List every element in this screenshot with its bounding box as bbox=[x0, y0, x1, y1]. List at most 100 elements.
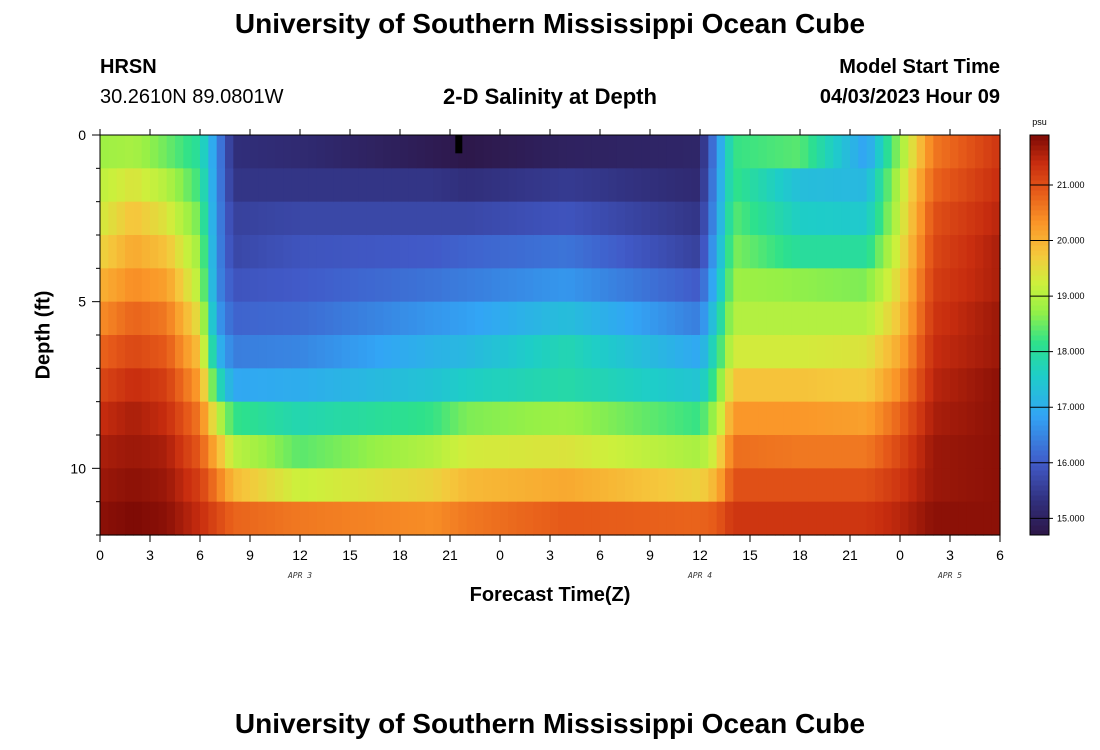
date-label: APR 3 bbox=[287, 571, 312, 580]
heat-cell bbox=[366, 268, 376, 303]
heat-cell bbox=[225, 235, 234, 269]
heat-cell bbox=[200, 401, 209, 436]
heat-cell bbox=[550, 501, 559, 536]
heat-cell bbox=[550, 168, 559, 203]
heat-cell bbox=[666, 501, 676, 536]
heat-cell bbox=[750, 268, 759, 303]
heat-cell bbox=[825, 135, 834, 169]
heat-cell bbox=[875, 301, 884, 336]
heat-cell bbox=[800, 501, 809, 536]
heat-cell bbox=[708, 435, 718, 469]
heat-cell bbox=[291, 468, 301, 503]
heat-cell bbox=[125, 501, 134, 536]
heat-cell bbox=[916, 401, 926, 436]
heat-cell bbox=[175, 401, 184, 436]
heat-cell bbox=[400, 368, 409, 403]
colorbar-segment bbox=[1030, 420, 1049, 426]
heat-cell bbox=[383, 235, 393, 269]
heat-cell bbox=[633, 135, 643, 169]
heat-cell bbox=[858, 435, 868, 469]
x-tick-label: 6 bbox=[996, 547, 1004, 563]
heat-cell bbox=[375, 235, 384, 269]
heat-cell bbox=[483, 401, 493, 436]
heat-cell bbox=[733, 435, 743, 469]
heat-cell bbox=[591, 435, 601, 469]
heat-cell bbox=[891, 368, 901, 403]
heat-cell bbox=[708, 201, 718, 236]
heat-cell bbox=[925, 235, 934, 269]
heat-cell bbox=[208, 401, 218, 436]
heat-cell bbox=[416, 435, 426, 469]
heat-cell bbox=[500, 335, 509, 369]
heat-cell bbox=[916, 201, 926, 236]
heat-cell bbox=[958, 435, 968, 469]
heat-cell bbox=[266, 501, 276, 536]
heat-cell bbox=[866, 235, 876, 269]
heat-cell bbox=[750, 168, 759, 203]
heat-cell bbox=[408, 201, 418, 236]
heat-cell bbox=[766, 301, 776, 336]
heat-cell bbox=[358, 168, 368, 203]
heat-cell bbox=[991, 335, 1001, 369]
heat-cell bbox=[908, 301, 918, 336]
heat-cell bbox=[416, 268, 426, 303]
heat-cell bbox=[808, 468, 818, 503]
heat-cell bbox=[583, 168, 593, 203]
colorbar-segment bbox=[1030, 515, 1049, 521]
heat-cell bbox=[833, 168, 843, 203]
heat-cell bbox=[233, 235, 243, 269]
heat-cell bbox=[166, 401, 176, 436]
heat-cell bbox=[950, 501, 959, 536]
heat-cell bbox=[600, 268, 609, 303]
heat-cell bbox=[850, 135, 859, 169]
heat-cell bbox=[941, 468, 951, 503]
heat-cell bbox=[475, 235, 484, 269]
heat-cell bbox=[958, 501, 968, 536]
heat-cell bbox=[300, 201, 309, 236]
heat-cell bbox=[258, 335, 268, 369]
heat-cell bbox=[350, 335, 359, 369]
heat-cell bbox=[316, 201, 326, 236]
heat-cell bbox=[183, 135, 193, 169]
heat-cell bbox=[908, 335, 918, 369]
heat-cell bbox=[283, 235, 293, 269]
heat-cell bbox=[541, 368, 551, 403]
date-label: APR 4 bbox=[687, 571, 712, 580]
heat-cell bbox=[341, 501, 351, 536]
heat-cell bbox=[475, 468, 484, 503]
heat-cell bbox=[700, 335, 709, 369]
heat-cell bbox=[633, 235, 643, 269]
heat-cell bbox=[108, 501, 118, 536]
heat-cell bbox=[333, 368, 343, 403]
heat-cell bbox=[766, 368, 776, 403]
heat-cell bbox=[975, 368, 984, 403]
heat-cell bbox=[675, 335, 684, 369]
heat-cell bbox=[483, 168, 493, 203]
heat-cell bbox=[300, 168, 309, 203]
heat-cell bbox=[183, 468, 193, 503]
heat-cell bbox=[491, 368, 501, 403]
heat-cell bbox=[941, 435, 951, 469]
heat-cell bbox=[200, 168, 209, 203]
heat-cell bbox=[591, 468, 601, 503]
heat-cell bbox=[958, 301, 968, 336]
heat-cell bbox=[825, 335, 834, 369]
heat-cell bbox=[583, 401, 593, 436]
heat-cell bbox=[800, 268, 809, 303]
heat-cell bbox=[641, 335, 651, 369]
heat-cell bbox=[475, 168, 484, 203]
heat-cell bbox=[816, 301, 826, 336]
heat-cell bbox=[250, 168, 259, 203]
heat-cell bbox=[258, 468, 268, 503]
heat-cell bbox=[475, 401, 484, 436]
heat-cell bbox=[591, 268, 601, 303]
colorbar-segment bbox=[1030, 215, 1049, 221]
heat-cell bbox=[300, 401, 309, 436]
heat-cell bbox=[775, 168, 784, 203]
colorbar-segment bbox=[1030, 375, 1049, 381]
heat-cell bbox=[208, 135, 218, 169]
heat-cell bbox=[550, 268, 559, 303]
heat-cell bbox=[308, 301, 318, 336]
heat-cell bbox=[725, 435, 734, 469]
heat-cell bbox=[983, 401, 993, 436]
